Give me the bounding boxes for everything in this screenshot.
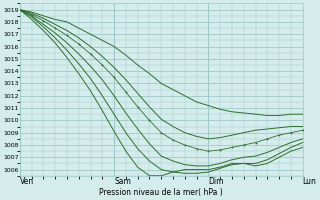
X-axis label: Pression niveau de la mer( hPa ): Pression niveau de la mer( hPa ) xyxy=(99,188,223,197)
